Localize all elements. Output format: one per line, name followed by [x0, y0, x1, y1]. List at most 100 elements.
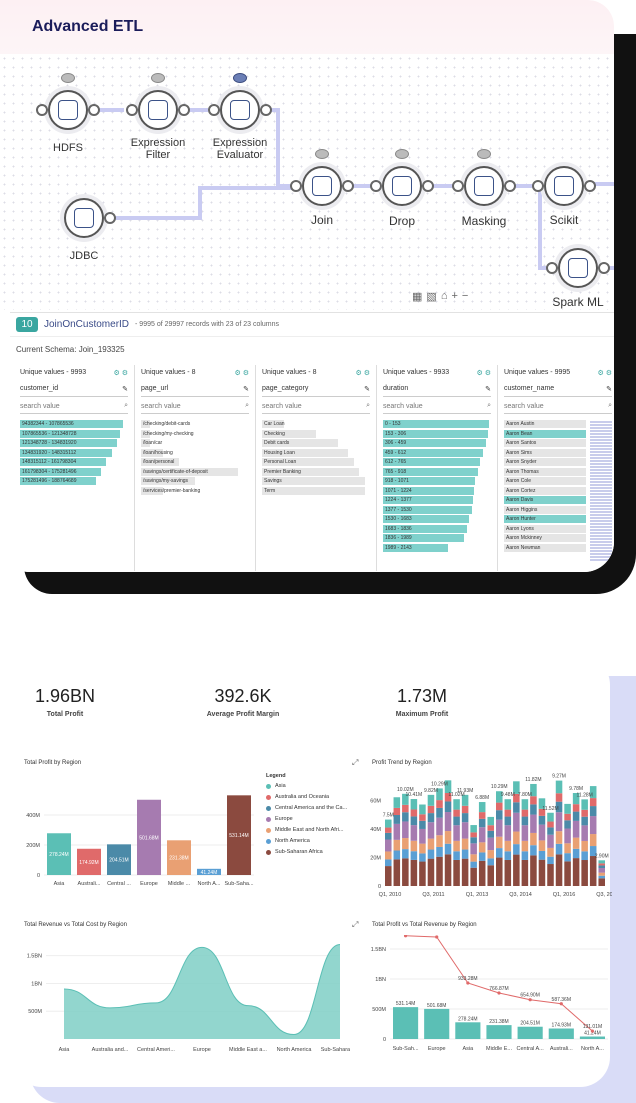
- value-row[interactable]: 107865536 - 121348728: [20, 429, 128, 439]
- edit-icon[interactable]: ✎: [606, 385, 612, 393]
- value-row[interactable]: Aaron Lyons: [504, 524, 586, 534]
- value-row[interactable]: /loan/car: [141, 439, 249, 448]
- value-row[interactable]: 1836 - 1989: [383, 534, 491, 543]
- search-input[interactable]: search value ⌕: [504, 399, 612, 414]
- value-row[interactable]: 161798304 - 175281496: [20, 467, 128, 477]
- column-name-field[interactable]: customer_name ✎: [504, 381, 612, 397]
- value-row[interactable]: Aaron Cortez: [504, 486, 586, 496]
- pipeline-node[interactable]: [220, 90, 260, 130]
- edit-icon[interactable]: ✎: [364, 385, 370, 393]
- column-name-field[interactable]: duration ✎: [383, 381, 491, 397]
- value-row[interactable]: /checking/debit-cards: [141, 420, 249, 429]
- value-row[interactable]: Aaron Cole: [504, 477, 586, 486]
- value-row[interactable]: /loan/housing: [141, 448, 249, 458]
- value-row[interactable]: Aaron Santos: [504, 439, 586, 448]
- value-row[interactable]: 0 - 153: [383, 420, 491, 429]
- node-port[interactable]: [546, 262, 558, 274]
- value-row[interactable]: /savings/certificate-of-deposit: [141, 467, 249, 477]
- value-row[interactable]: 121348728 - 134831920: [20, 439, 128, 448]
- node-port[interactable]: [88, 104, 100, 116]
- value-row[interactable]: Aaron Hunter: [504, 515, 586, 524]
- node-port[interactable]: [290, 180, 302, 192]
- preview-eye-icon[interactable]: [61, 73, 75, 83]
- column-settings-icon[interactable]: ⚙ ⚙: [234, 370, 250, 377]
- node-port[interactable]: [208, 104, 220, 116]
- value-row[interactable]: Savings: [262, 477, 370, 486]
- legend-item[interactable]: Sub-Saharan Africa: [266, 849, 347, 855]
- node-port[interactable]: [452, 180, 464, 192]
- column-settings-icon[interactable]: ⚙ ⚙: [113, 370, 129, 377]
- value-row[interactable]: Aaron Snyder: [504, 458, 586, 467]
- preview-eye-icon[interactable]: [151, 73, 165, 83]
- node-port[interactable]: [598, 262, 610, 274]
- value-row[interactable]: Aaron Bean: [504, 429, 586, 439]
- canvas-tool-icon[interactable]: ⌂: [440, 290, 448, 302]
- value-row[interactable]: Aaron Mckinney: [504, 534, 586, 543]
- value-row[interactable]: 306 - 459: [383, 439, 491, 448]
- node-port[interactable]: [422, 180, 434, 192]
- node-port[interactable]: [178, 104, 190, 116]
- pipeline-node[interactable]: [48, 90, 88, 130]
- node-port[interactable]: [260, 104, 272, 116]
- value-row[interactable]: 1071 - 1224: [383, 486, 491, 496]
- value-row[interactable]: Personal Loan: [262, 458, 370, 467]
- pipeline-node[interactable]: [558, 248, 598, 288]
- legend-item[interactable]: Central America and the Ca...: [266, 805, 347, 811]
- expand-icon[interactable]: ⤢: [352, 758, 359, 767]
- legend-item[interactable]: North America: [266, 838, 347, 844]
- value-row[interactable]: 94382344 - 107865536: [20, 420, 128, 429]
- search-input[interactable]: search value ⌕: [141, 399, 249, 414]
- value-row[interactable]: /savings/my-savings: [141, 477, 249, 486]
- value-row[interactable]: Housing Loan: [262, 448, 370, 458]
- value-row[interactable]: Aaron Davis: [504, 496, 586, 505]
- value-row[interactable]: Aaron Sims: [504, 448, 586, 458]
- column-settings-icon[interactable]: ⚙ ⚙: [355, 370, 371, 377]
- column-name-field[interactable]: page_url ✎: [141, 381, 249, 397]
- value-row[interactable]: 765 - 918: [383, 467, 491, 477]
- value-row[interactable]: Aaron Newman: [504, 543, 586, 553]
- pipeline-node[interactable]: [302, 166, 342, 206]
- node-port[interactable]: [370, 180, 382, 192]
- pipeline-node[interactable]: [544, 166, 584, 206]
- value-row[interactable]: /services/premier-banking: [141, 486, 249, 496]
- pipeline-node[interactable]: [138, 90, 178, 130]
- preview-eye-icon[interactable]: [395, 149, 409, 159]
- value-row[interactable]: 1989 - 2143: [383, 543, 491, 553]
- search-input[interactable]: search value ⌕: [262, 399, 370, 414]
- preview-eye-icon[interactable]: [315, 149, 329, 159]
- node-port[interactable]: [532, 180, 544, 192]
- legend-item[interactable]: Europe: [266, 816, 347, 822]
- pipeline-canvas[interactable]: HDFS Expression Filter Expression Evaluato…: [0, 54, 614, 310]
- canvas-tool-icon[interactable]: ▦: [412, 291, 423, 303]
- value-row[interactable]: 175281496 - 188764689: [20, 477, 128, 486]
- value-row[interactable]: 459 - 612: [383, 448, 491, 458]
- value-row[interactable]: /loan/personal: [141, 458, 249, 467]
- legend-item[interactable]: Australia and Oceania: [266, 794, 347, 800]
- value-row[interactable]: Checking: [262, 429, 370, 439]
- node-port[interactable]: [342, 180, 354, 192]
- dataset-name[interactable]: JoinOnCustomerID: [44, 319, 130, 330]
- pipeline-node[interactable]: [64, 198, 104, 238]
- preview-eye-icon[interactable]: [233, 73, 247, 83]
- column-name-field[interactable]: page_category ✎: [262, 381, 370, 397]
- column-settings-icon[interactable]: ⚙ ⚙: [597, 370, 613, 377]
- search-input[interactable]: search value ⌕: [383, 399, 491, 414]
- value-row[interactable]: Premier Banking: [262, 467, 370, 477]
- pipeline-node[interactable]: [382, 166, 422, 206]
- expand-icon[interactable]: ⤢: [352, 920, 359, 929]
- canvas-tool-icon[interactable]: ▧: [426, 291, 437, 303]
- edit-icon[interactable]: ✎: [485, 385, 491, 393]
- value-row[interactable]: Aaron Austin: [504, 420, 586, 429]
- search-input[interactable]: search value ⌕: [20, 399, 128, 414]
- value-row[interactable]: Term: [262, 486, 370, 496]
- value-row[interactable]: Debit cards: [262, 439, 370, 448]
- preview-eye-icon[interactable]: [477, 149, 491, 159]
- legend-item[interactable]: Asia: [266, 783, 347, 789]
- value-row[interactable]: 148315112 - 161798304: [20, 458, 128, 467]
- value-row[interactable]: 134831920 - 148315112: [20, 448, 128, 458]
- canvas-tool-icon[interactable]: +: [451, 290, 458, 302]
- node-port[interactable]: [104, 212, 116, 224]
- node-port[interactable]: [36, 104, 48, 116]
- value-row[interactable]: Aaron Thomas: [504, 467, 586, 477]
- value-row[interactable]: 1377 - 1530: [383, 505, 491, 515]
